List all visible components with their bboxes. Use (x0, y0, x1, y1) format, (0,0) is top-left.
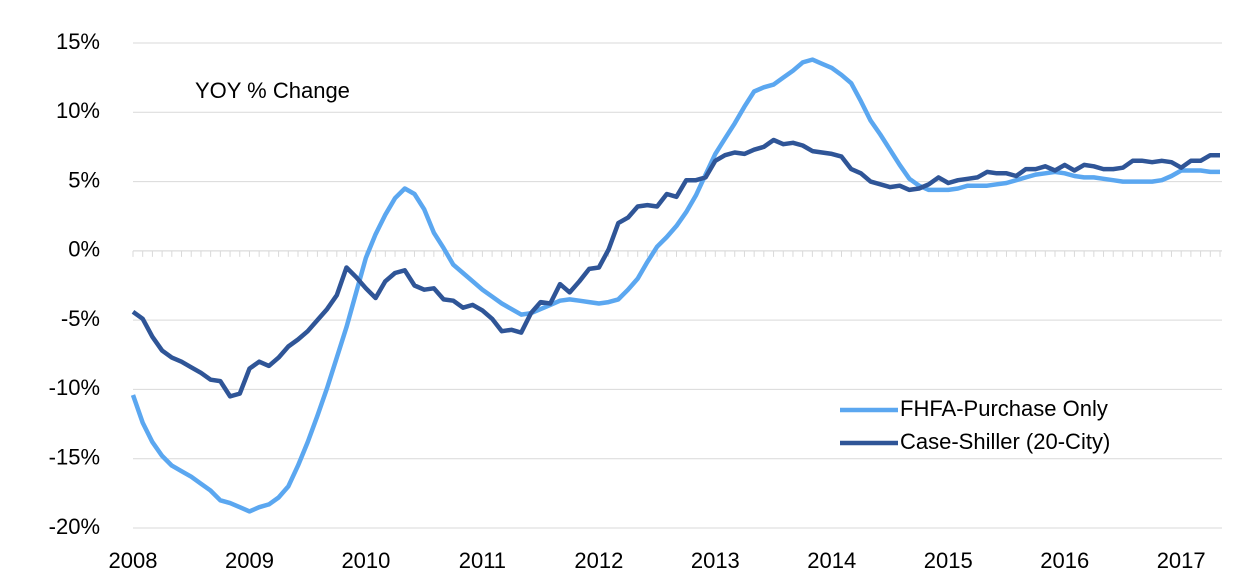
x-tick-label: 2014 (807, 548, 856, 573)
y-tick-label: 0% (68, 237, 100, 262)
y-tick-label: -20% (49, 514, 100, 539)
x-tick-label: 2008 (109, 548, 158, 573)
x-tick-label: 2016 (1040, 548, 1089, 573)
x-tick-label: 2011 (459, 548, 506, 573)
y-tick-label: -15% (49, 445, 100, 470)
y-tick-label: 15% (56, 29, 100, 54)
x-tick-label: 2015 (924, 548, 973, 573)
x-tick-label: 2017 (1157, 548, 1206, 573)
y-tick-label: 5% (68, 167, 100, 192)
y-tick-label: 10% (56, 98, 100, 123)
y-tick-label: -5% (61, 306, 100, 331)
y-tick-label: -10% (49, 375, 100, 400)
series-line (131, 137, 1220, 399)
x-tick-label: 2009 (225, 548, 274, 573)
x-tick-label: 2013 (691, 548, 740, 573)
legend-label: Case-Shiller (20-City) (900, 429, 1110, 454)
annotation: YOY % Change (195, 78, 350, 103)
series-line (130, 57, 1220, 514)
x-tick-label: 2010 (341, 548, 390, 573)
legend-label: FHFA-Purchase Only (900, 396, 1108, 421)
x-tick-label: 2012 (574, 548, 623, 573)
